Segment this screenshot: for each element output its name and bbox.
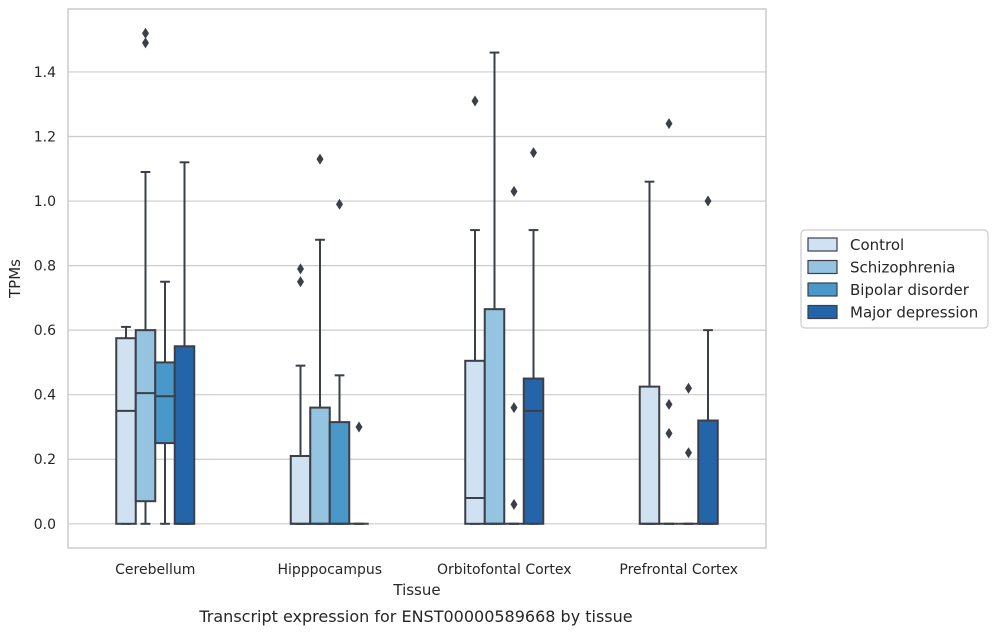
legend-item: Bipolar disorder <box>807 281 970 299</box>
box <box>697 195 719 525</box>
legend-item: Control <box>807 236 904 254</box>
outlier-point <box>297 263 304 275</box>
y-tick-label: 0.4 <box>34 388 56 404</box>
x-tick-label: Orbitofontal Cortex <box>437 562 572 578</box>
outlier-point <box>336 198 343 210</box>
box <box>504 185 524 525</box>
y-tick-label: 0.6 <box>34 323 56 339</box>
outlier-point <box>665 398 673 410</box>
box-series <box>115 27 719 525</box>
box <box>659 118 679 525</box>
box <box>638 180 661 525</box>
box-body <box>134 329 157 503</box>
series-bipolar-disorder <box>154 185 699 525</box>
x-tick-labels: Cerebellum Hipppocampus Orbitofontal Corte… <box>115 562 738 578</box>
outlier-point <box>142 37 149 49</box>
outlier-point <box>297 276 304 288</box>
chart-caption: Transcript expression for ENST0000058966… <box>198 607 632 626</box>
box-body <box>464 359 486 525</box>
outlier-point <box>355 421 363 433</box>
series-major-depression <box>173 147 719 525</box>
box <box>349 421 369 525</box>
x-tick-label: Prefrontal Cortex <box>619 562 738 578</box>
box <box>522 147 545 525</box>
y-axis-label: TPMs <box>6 259 24 299</box>
grid-lines <box>68 71 766 525</box>
y-tick-label: 0.8 <box>34 259 56 275</box>
legend-frame <box>800 229 989 329</box>
outlier-point <box>530 147 537 159</box>
legend-item: Schizophrenia <box>807 259 955 277</box>
box <box>464 95 486 525</box>
box-body <box>328 421 351 525</box>
outlier-point <box>510 498 518 510</box>
outlier-point <box>665 118 673 130</box>
outlier-point <box>704 195 712 207</box>
box-body <box>522 377 545 525</box>
box <box>134 27 157 525</box>
legend-swatch <box>807 282 838 297</box>
y-tick-label: 0.0 <box>34 517 56 533</box>
y-tick-label: 1.0 <box>34 194 56 210</box>
outlier-point <box>685 447 692 459</box>
y-tick-label: 1.4 <box>34 65 56 81</box>
box <box>328 198 351 525</box>
outlier-point <box>471 95 479 107</box>
box <box>154 280 176 525</box>
legend-label: Schizophrenia <box>850 259 955 277</box>
y-tick-label: 0.2 <box>34 452 56 468</box>
legend-label: Major depression <box>850 304 978 322</box>
y-tick-labels: 0.0 0.2 0.4 0.6 0.8 1.0 1.2 1.4 <box>34 65 56 533</box>
outlier-point <box>510 402 518 414</box>
box <box>289 263 312 525</box>
box-body <box>309 406 331 525</box>
y-tick-label: 1.2 <box>34 129 56 145</box>
box-body <box>638 385 661 525</box>
box-body <box>173 345 196 525</box>
box-body <box>483 308 506 525</box>
x-tick-label: Cerebellum <box>115 562 195 578</box>
legend-item: Major depression <box>807 304 978 322</box>
box-body <box>115 337 137 525</box>
plot-frame <box>67 8 767 549</box>
box <box>115 325 137 525</box>
box-body <box>289 455 312 525</box>
outlier-point <box>510 185 518 197</box>
box <box>678 382 699 525</box>
outlier-point <box>665 427 673 439</box>
legend-swatch <box>807 237 838 252</box>
outlier-point <box>316 153 324 165</box>
outlier-point <box>685 382 692 394</box>
series-schizophrenia <box>134 27 679 525</box>
legend: Control Schizophrenia Bipolar disorder Majo… <box>800 229 989 329</box>
series-control <box>115 95 661 525</box>
x-axis-label: Tissue <box>392 581 440 599</box>
box-body <box>697 419 719 525</box>
legend-label: Control <box>850 236 904 254</box>
box-body <box>154 361 176 445</box>
legend-swatch <box>807 304 838 320</box>
box <box>173 161 196 525</box>
legend-swatch <box>807 259 838 275</box>
legend-label: Bipolar disorder <box>850 281 970 299</box>
box <box>483 51 506 525</box>
x-tick-label: Hipppocampus <box>277 562 382 578</box>
outlier-point <box>142 27 149 39</box>
box <box>309 153 331 525</box>
